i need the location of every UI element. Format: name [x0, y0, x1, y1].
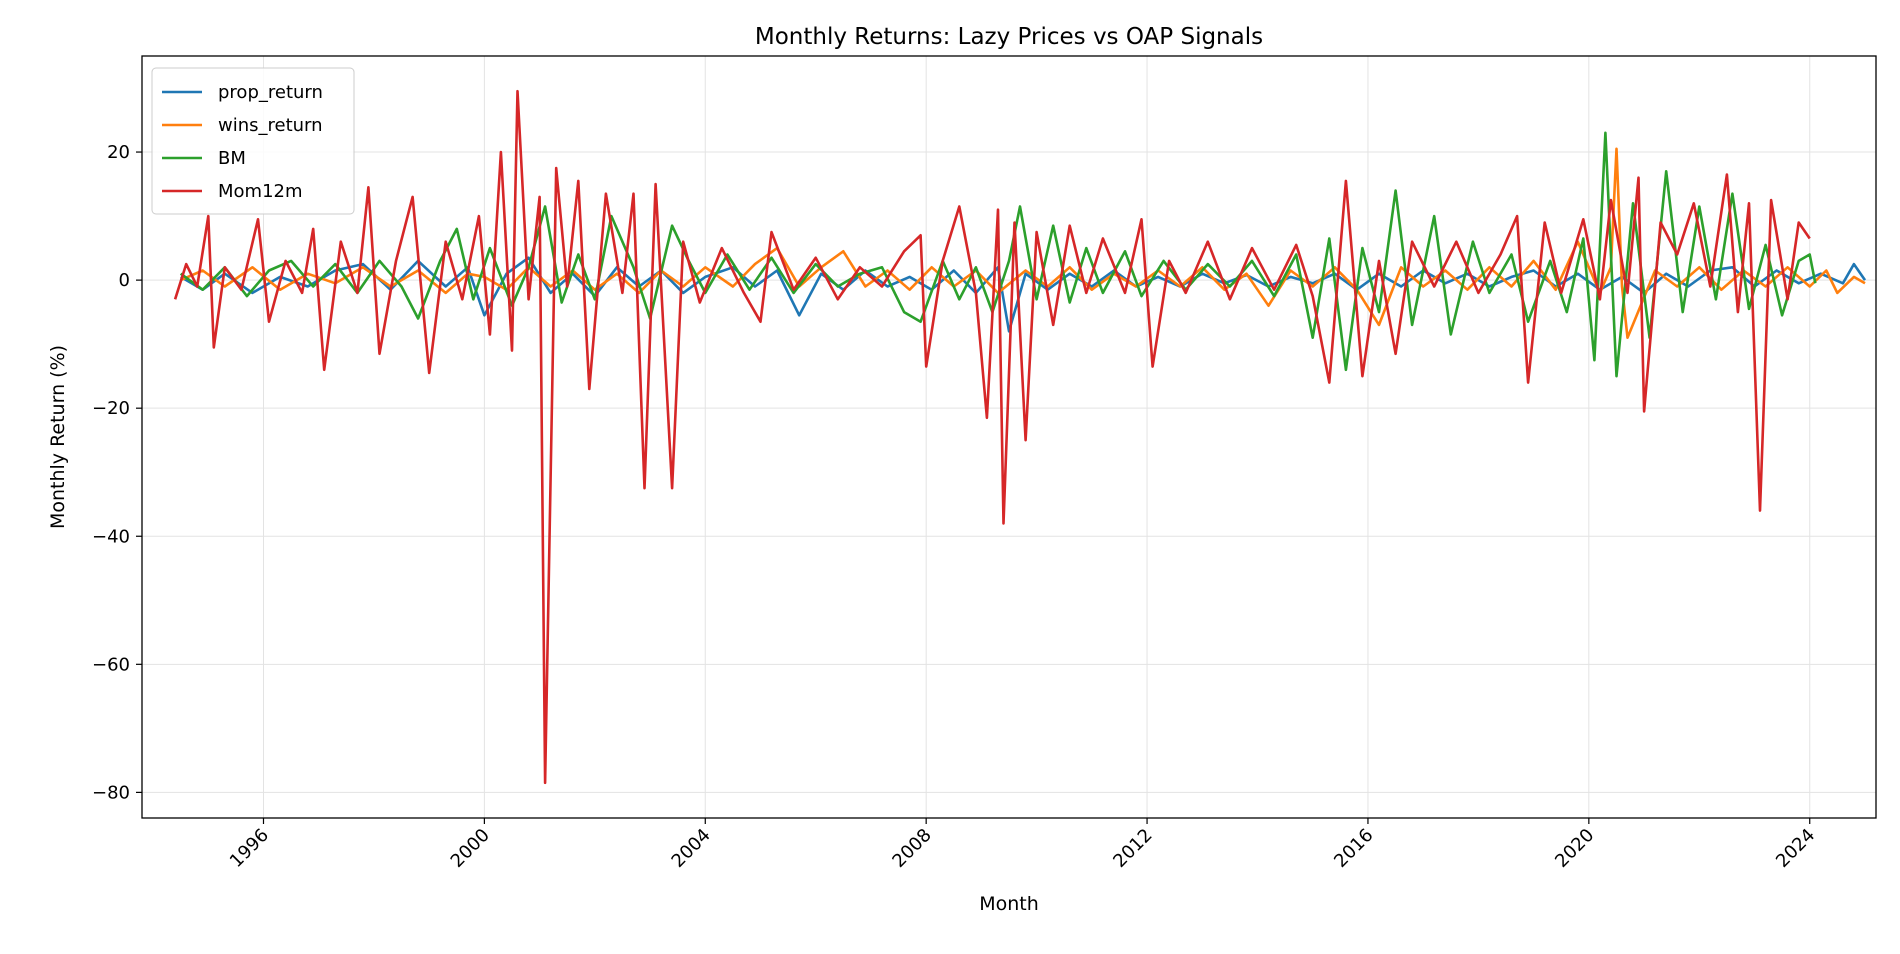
series-line-Mom12m	[173, 89, 1811, 785]
x-tick-label: 1996	[226, 825, 273, 872]
y-tick-label: −40	[92, 526, 130, 547]
y-axis-label: Monthly Return (%)	[47, 345, 69, 529]
y-tick-label: −80	[92, 782, 130, 803]
y-tick-label: 20	[107, 142, 130, 163]
series-line-BM	[179, 131, 1817, 378]
x-tick-label: 2016	[1330, 825, 1377, 872]
legend: prop_return wins_return BM Mom12m	[151, 67, 355, 215]
y-tick-label: −60	[92, 654, 130, 675]
plot-area-frame	[141, 55, 1877, 819]
chart-title: Monthly Returns: Lazy Prices vs OAP Sign…	[755, 24, 1263, 50]
y-tick-label: 0	[119, 270, 130, 291]
x-tick-label: 2008	[888, 825, 935, 872]
legend-label-prop_return: prop_return	[218, 82, 323, 103]
x-tick-label: 2000	[447, 825, 494, 872]
legend-label-Mom12m: Mom12m	[218, 181, 303, 202]
x-tick-label: 2004	[668, 825, 715, 872]
legend-label-wins_return: wins_return	[218, 115, 323, 136]
x-tick-label: 2012	[1109, 825, 1156, 872]
legend-box	[151, 67, 355, 215]
y-tick-label: −20	[92, 398, 130, 419]
x-axis-ticks: 1996 2000 2004 2008 2012 2016 2020 2024	[226, 818, 1819, 872]
series-lines	[173, 89, 1867, 785]
legend-label-BM: BM	[218, 148, 246, 169]
x-tick-label: 2024	[1772, 825, 1819, 872]
x-axis-label: Month	[979, 893, 1039, 915]
y-axis-ticks: 20 0 −20 −40 −60 −80	[92, 142, 142, 803]
x-tick-label: 2020	[1551, 825, 1598, 872]
